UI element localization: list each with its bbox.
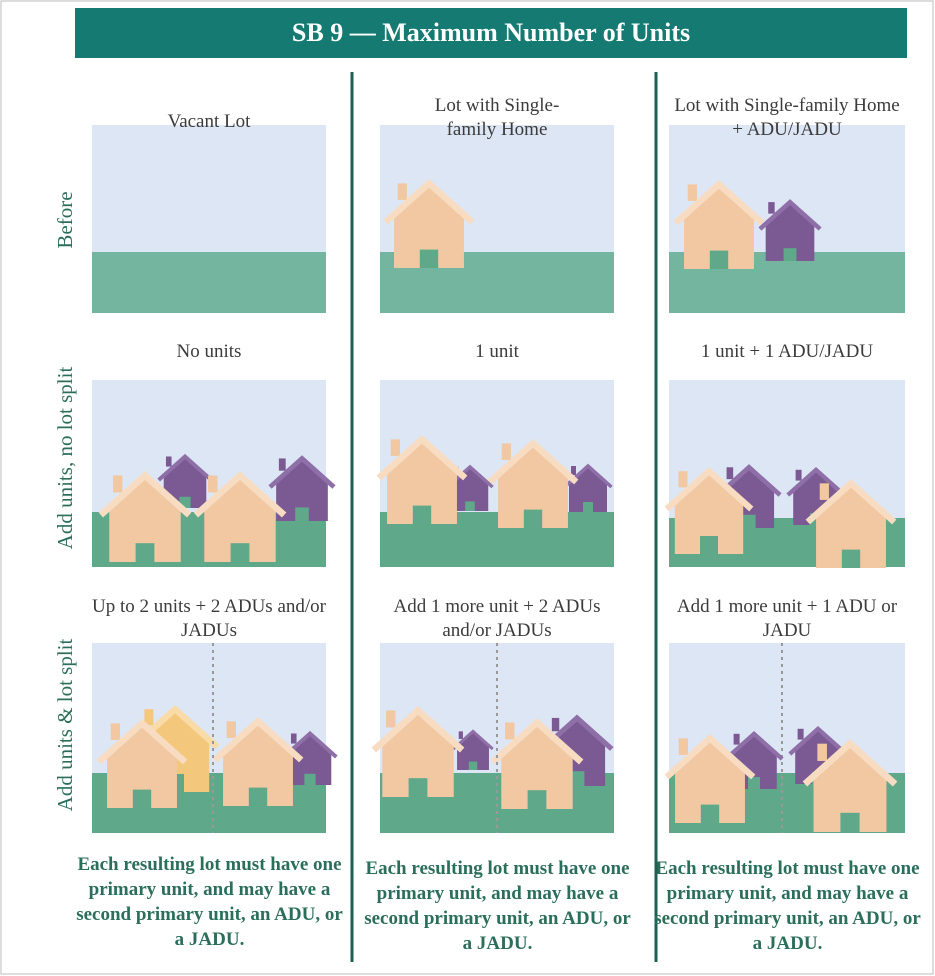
column-heading: Lot with Single-family Home + ADU/JADU [670, 94, 904, 142]
caption: No units [109, 340, 309, 364]
note: Each resulting lot must have one primary… [72, 852, 347, 952]
panel [667, 380, 905, 568]
caption: Add 1 more unit + 2 ADUs and/or JADUs [367, 595, 627, 643]
panel [667, 643, 905, 833]
column-heading: Vacant Lot [109, 110, 309, 134]
row-label: Before [52, 110, 78, 330]
caption: 1 unit [397, 340, 597, 364]
row-label: Add units, no lot split [52, 348, 78, 568]
caption: Up to 2 units + 2 ADUs and/or JADUs [79, 595, 339, 643]
panel [92, 643, 336, 833]
row-label: Add units & lot split [52, 615, 78, 835]
panel [374, 643, 614, 833]
panel [92, 380, 334, 567]
panel [92, 125, 326, 313]
panel [379, 380, 614, 567]
column-heading: Lot with Single-family Home [412, 94, 582, 142]
note: Each resulting lot must have one primary… [360, 856, 635, 956]
note: Each resulting lot must have one primary… [650, 856, 925, 956]
artwork [0, 0, 935, 976]
infographic: SB 9 — Maximum Number of Units Before Ad… [0, 0, 935, 976]
panel [669, 125, 905, 313]
caption: 1 unit + 1 ADU/JADU [697, 340, 877, 364]
title: SB 9 — Maximum Number of Units [75, 8, 907, 58]
caption: Add 1 more unit + 1 ADU or JADU [662, 595, 912, 643]
panel [380, 125, 614, 313]
